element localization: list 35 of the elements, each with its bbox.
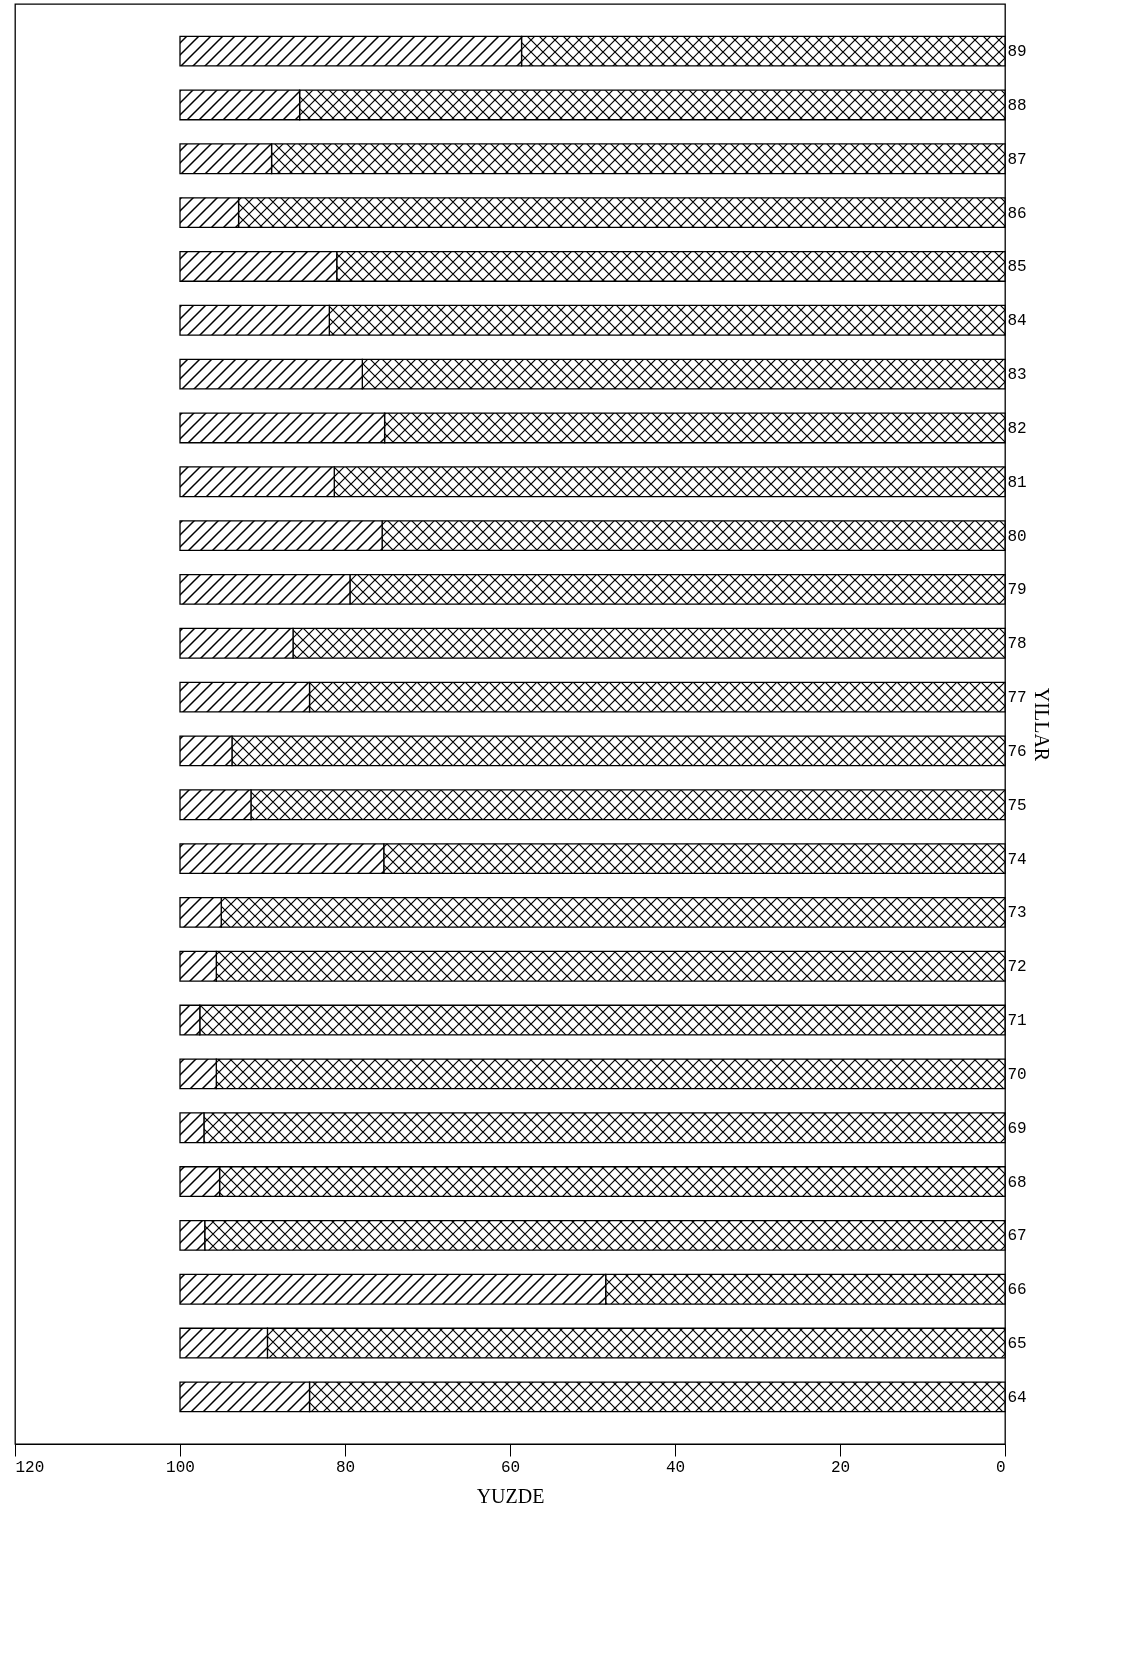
- y-tick-label: 72: [1007, 958, 1027, 977]
- x-tick-label: 80: [335, 1458, 356, 1477]
- y-tick-label: 80: [1007, 527, 1027, 546]
- x-tick-label: 0: [995, 1458, 1006, 1477]
- x-tick-label: 100: [166, 1458, 195, 1477]
- y-tick-label: 89: [1007, 43, 1027, 62]
- y-tick-label: 87: [1007, 150, 1027, 169]
- y-tick-label: 68: [1007, 1173, 1027, 1192]
- y-tick-label: 64: [1007, 1388, 1027, 1407]
- y-tick-label: 83: [1007, 366, 1027, 385]
- x-tick-label: 20: [830, 1458, 851, 1477]
- y-tick-label: 85: [1007, 258, 1027, 277]
- y-tick-label: 65: [1007, 1335, 1027, 1354]
- y-tick-label: 75: [1007, 796, 1027, 815]
- x-tick-label: 60: [500, 1458, 521, 1477]
- y-tick-label: 73: [1007, 904, 1027, 923]
- y-axis-title: YILLAR: [1030, 687, 1053, 762]
- x-axis-title: YUZDE: [476, 1484, 545, 1507]
- y-tick-label: 86: [1007, 204, 1027, 223]
- y-tick-label: 67: [1007, 1227, 1027, 1246]
- y-tick-label: 76: [1007, 742, 1027, 761]
- y-tick-label: 66: [1007, 1281, 1027, 1300]
- y-tick-label: 88: [1007, 96, 1027, 115]
- y-tick-label: 84: [1007, 312, 1027, 331]
- x-tick-label: 40: [665, 1458, 686, 1477]
- y-tick-label: 79: [1007, 581, 1027, 600]
- y-tick-label: 69: [1007, 1119, 1027, 1138]
- y-tick-label: 77: [1007, 689, 1027, 708]
- y-tick-label: 82: [1007, 419, 1027, 438]
- y-tick-label: 74: [1007, 850, 1027, 869]
- y-tick-label: 78: [1007, 635, 1027, 654]
- y-tick-label: 71: [1007, 1012, 1027, 1031]
- y-tick-label: 81: [1007, 473, 1027, 492]
- y-tick-label: 70: [1007, 1065, 1027, 1084]
- x-tick-label: 120: [15, 1458, 45, 1477]
